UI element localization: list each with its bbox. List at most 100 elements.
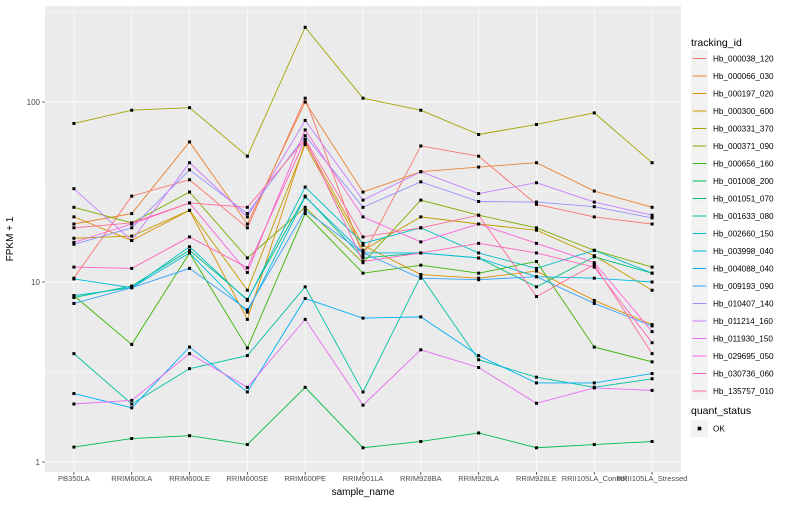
data-point bbox=[303, 140, 307, 144]
legend-label: Hb_010407_140 bbox=[713, 299, 774, 308]
data-point bbox=[72, 352, 76, 356]
data-point bbox=[130, 406, 134, 410]
data-point bbox=[72, 187, 76, 191]
data-point bbox=[361, 316, 365, 320]
data-point bbox=[534, 295, 538, 299]
data-point bbox=[592, 200, 596, 204]
data-point bbox=[303, 96, 307, 100]
legend-label: Hb_030736_060 bbox=[713, 369, 774, 378]
legend-item-Hb_002660_150: Hb_002660_150 bbox=[691, 225, 774, 242]
data-point bbox=[477, 256, 481, 260]
data-point bbox=[477, 278, 481, 282]
data-point bbox=[650, 288, 654, 292]
legend-label: Hb_000656_160 bbox=[713, 159, 774, 168]
data-point bbox=[592, 215, 596, 219]
data-point bbox=[361, 251, 365, 255]
data-point bbox=[419, 315, 423, 319]
data-point bbox=[650, 352, 654, 356]
x-tick-label: PB350LA bbox=[58, 474, 90, 483]
data-point bbox=[245, 346, 249, 350]
data-point bbox=[188, 345, 192, 349]
data-point bbox=[650, 324, 654, 328]
data-point bbox=[72, 215, 76, 219]
data-point bbox=[72, 236, 76, 240]
data-point bbox=[72, 205, 76, 209]
legend-item-Hb_030736_060: Hb_030736_060 bbox=[691, 365, 774, 382]
data-point bbox=[534, 228, 538, 232]
data-point bbox=[419, 226, 423, 230]
data-point bbox=[361, 190, 365, 194]
data-point bbox=[188, 201, 192, 205]
x-tick-label: RRII105LA_Stressed bbox=[617, 474, 687, 483]
data-point bbox=[419, 144, 423, 148]
data-point bbox=[245, 317, 249, 321]
data-point bbox=[245, 205, 249, 209]
legend-label: Hb_001633_080 bbox=[713, 212, 774, 221]
data-point bbox=[130, 234, 134, 238]
x-tick-label: RRIM928LA bbox=[458, 474, 499, 483]
data-point bbox=[592, 381, 596, 385]
data-point bbox=[534, 202, 538, 206]
legend-item-Hb_003998_040: Hb_003998_040 bbox=[691, 242, 774, 260]
data-point bbox=[303, 100, 307, 104]
data-point bbox=[477, 154, 481, 158]
legend-item-Hb_001051_070: Hb_001051_070 bbox=[691, 190, 774, 207]
data-point bbox=[72, 294, 76, 298]
data-point bbox=[303, 205, 307, 209]
data-point bbox=[592, 255, 596, 259]
data-point bbox=[130, 212, 134, 216]
legend-item-Hb_000197_020: Hb_000197_020 bbox=[691, 85, 774, 102]
data-point bbox=[534, 446, 538, 450]
data-point bbox=[361, 256, 365, 260]
data-point bbox=[245, 212, 249, 216]
data-point bbox=[245, 256, 249, 260]
data-point bbox=[245, 308, 249, 312]
data-point bbox=[419, 198, 423, 202]
data-point bbox=[188, 168, 192, 172]
data-point bbox=[188, 106, 192, 110]
data-point bbox=[650, 271, 654, 275]
data-point bbox=[650, 439, 654, 443]
data-point bbox=[361, 403, 365, 407]
legend-label: Hb_000300_600 bbox=[713, 107, 774, 116]
data-point bbox=[303, 208, 307, 212]
data-point bbox=[245, 222, 249, 226]
ok-point-icon bbox=[697, 426, 702, 431]
data-point bbox=[534, 375, 538, 379]
data-point bbox=[419, 263, 423, 267]
data-point bbox=[534, 259, 538, 263]
data-point bbox=[361, 248, 365, 252]
data-point bbox=[592, 261, 596, 265]
data-point bbox=[477, 271, 481, 275]
data-point bbox=[592, 111, 596, 115]
data-point bbox=[477, 251, 481, 255]
data-point bbox=[303, 128, 307, 132]
legend-label-ok: OK bbox=[713, 425, 725, 434]
gridlines bbox=[45, 6, 681, 472]
data-point bbox=[130, 221, 134, 225]
data-point bbox=[477, 241, 481, 245]
data-point bbox=[477, 200, 481, 204]
legend-label: Hb_000066_030 bbox=[713, 72, 774, 81]
data-point bbox=[303, 143, 307, 147]
data-point bbox=[361, 271, 365, 275]
data-point bbox=[188, 245, 192, 249]
data-point bbox=[419, 348, 423, 352]
data-point bbox=[650, 330, 654, 334]
data-point bbox=[650, 216, 654, 220]
data-point bbox=[245, 354, 249, 358]
legend-item-Hb_004088_040: Hb_004088_040 bbox=[691, 260, 774, 277]
data-point bbox=[303, 285, 307, 289]
legend-label: Hb_000038_120 bbox=[713, 54, 774, 63]
legend-item-ok: OK bbox=[691, 420, 725, 437]
data-point bbox=[245, 310, 249, 314]
data-point bbox=[592, 345, 596, 349]
x-tick-label: RRIM600SE bbox=[227, 474, 269, 483]
data-point bbox=[419, 274, 423, 278]
data-point bbox=[188, 190, 192, 194]
data-point bbox=[245, 266, 249, 270]
data-point bbox=[592, 276, 596, 280]
data-point bbox=[188, 248, 192, 252]
data-point bbox=[188, 367, 192, 371]
data-point bbox=[188, 161, 192, 165]
